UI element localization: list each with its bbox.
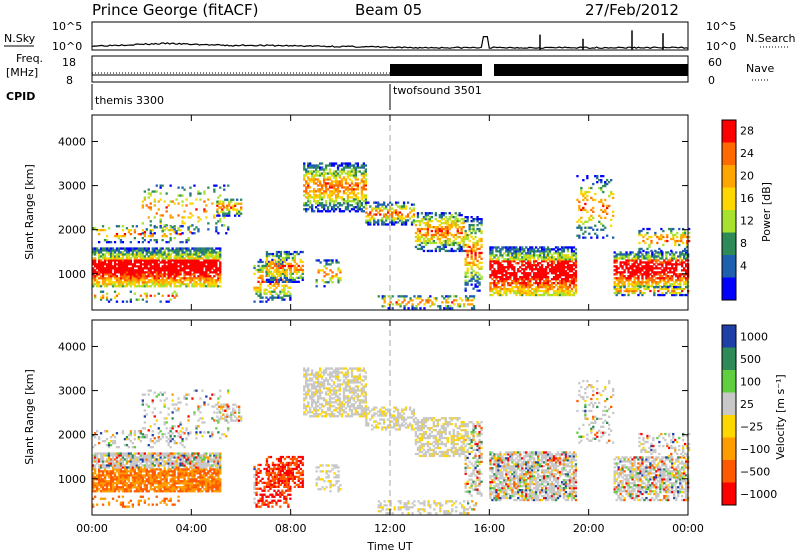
power-panel: 1000 2000 3000 4000 Slant Range [km] 28 24 20… — [23, 114, 773, 311]
colorbar-band — [722, 482, 736, 506]
power-ylabel: Slant Range [km] — [23, 164, 36, 260]
nave-block-a — [390, 64, 482, 76]
nsky-line — [91, 36, 689, 49]
colorbar-band — [722, 437, 736, 461]
velocity-panel: 1000 2000 3000 4000 00:00 04:00 08:00 12:00 16:… — [23, 319, 787, 535]
colorbar-band — [722, 255, 736, 278]
velocity-colorbar-label: Velocity [m s⁻¹] — [774, 374, 787, 459]
freq-tick-bottom: 8 — [66, 74, 73, 87]
nsky-label: N.Sky — [4, 32, 36, 45]
beam-label: Beam 05 — [355, 1, 422, 19]
colorbar-tick-label: 16 — [740, 192, 754, 205]
freq-panel: Freq. [MHz] 18 8 60 0 Nave — [6, 52, 774, 87]
colorbar-tick-label: −100 — [740, 443, 770, 456]
x-tick-label: 12:00 — [374, 522, 406, 535]
y-tick-label: 3000 — [58, 385, 86, 398]
station-title: Prince George (fitACF) — [92, 1, 258, 19]
power-colorbar-label: Power [dB] — [760, 182, 773, 242]
colorbar-tick-label: −25 — [740, 420, 763, 433]
colorbar-tick-label: −1000 — [740, 488, 777, 501]
date-label: 27/Feb/2012 — [585, 1, 679, 19]
colorbar-band — [722, 165, 736, 188]
nsky-panel: N.Sky 10^5 10^0 10^5 10^0 N.Search — [4, 20, 796, 53]
nsearch-tick-bottom: 10^0 — [706, 40, 736, 53]
freq-tick-top: 18 — [62, 56, 76, 69]
colorbar-tick-label: 28 — [740, 125, 754, 138]
colorbar-tick-label: 20 — [740, 170, 754, 183]
colorbar-tick-label: 500 — [740, 353, 761, 366]
power-cells — [92, 162, 691, 310]
velocity-y-axis: 1000 2000 3000 4000 — [58, 340, 688, 486]
nave-label: Nave — [746, 62, 774, 75]
nsearch-label: N.Search — [746, 32, 796, 45]
x-tick-label: 16:00 — [473, 522, 505, 535]
x-axis-label: Time UT — [366, 540, 412, 553]
colorbar-band — [722, 120, 736, 143]
colorbar-band — [722, 347, 736, 371]
colorbar-tick-label: 12 — [740, 215, 754, 228]
cpid-segment-twofsound: twofsound 3501 — [393, 84, 482, 97]
x-tick-label: 00:00 — [76, 522, 108, 535]
y-tick-label: 2000 — [58, 429, 86, 442]
velocity-cells — [92, 367, 691, 515]
colorbar-tick-label: 24 — [740, 147, 754, 160]
colorbar-band — [722, 210, 736, 233]
power-colorbar: 28 24 20 16 12 8 4 — [721, 119, 754, 301]
nsearch-tick-top: 10^5 — [706, 20, 736, 33]
velocity-colorbar: 1000 500 100 25 −25 −100 −500 −1000 — [721, 324, 777, 506]
colorbar-band — [722, 277, 736, 301]
freq-trace — [92, 64, 688, 76]
colorbar-tick-label: −500 — [740, 465, 770, 478]
colorbar-band — [722, 142, 736, 166]
power-x-ticks — [91, 115, 689, 310]
y-tick-label: 4000 — [58, 340, 86, 353]
velocity-ylabel: Slant Range [km] — [23, 369, 36, 465]
nsky-trace — [91, 30, 689, 50]
y-tick-label: 2000 — [58, 224, 86, 237]
cpid-label: CPID — [6, 90, 35, 103]
y-tick-label: 3000 — [58, 180, 86, 193]
colorbar-frame — [721, 324, 737, 506]
nave-tick-top: 60 — [708, 56, 722, 69]
nsky-tick-top: 10^5 — [52, 20, 82, 33]
power-y-axis: 1000 2000 3000 4000 — [58, 135, 688, 281]
y-tick-label: 1000 — [58, 473, 86, 486]
freq-label: Freq. — [16, 52, 43, 65]
x-tick-label: 00:00 — [672, 522, 704, 535]
colorbar-frame — [721, 119, 737, 301]
cpid-row: CPID themis 3300 twofsound 3501 — [6, 84, 482, 110]
colorbar-band — [722, 325, 736, 348]
nave-tick-bottom: 0 — [708, 74, 715, 87]
velocity-x-ticks: 00:00 04:00 08:00 12:00 16:00 20:00 00:00 — [76, 320, 704, 535]
colorbar-band — [722, 370, 736, 393]
cpid-segment-themis: themis 3300 — [95, 94, 164, 107]
x-tick-label: 20:00 — [573, 522, 605, 535]
colorbar-band — [722, 460, 736, 483]
colorbar-band — [722, 187, 736, 211]
colorbar-tick-label: 25 — [740, 398, 754, 411]
nave-block-b — [494, 64, 688, 76]
colorbar-band — [722, 392, 736, 416]
colorbar-tick-label: 100 — [740, 375, 761, 388]
colorbar-band — [722, 232, 736, 256]
y-tick-label: 4000 — [58, 135, 86, 148]
x-tick-label: 08:00 — [275, 522, 307, 535]
colorbar-tick-label: 8 — [740, 237, 747, 250]
colorbar-tick-label: 1000 — [740, 330, 768, 343]
colorbar-tick-label: 4 — [740, 260, 747, 273]
freq-unit: [MHz] — [6, 66, 38, 79]
colorbar-band — [722, 415, 736, 438]
x-tick-label: 04:00 — [175, 522, 207, 535]
nsky-tick-bottom: 10^0 — [52, 40, 82, 53]
y-tick-label: 1000 — [58, 268, 86, 281]
